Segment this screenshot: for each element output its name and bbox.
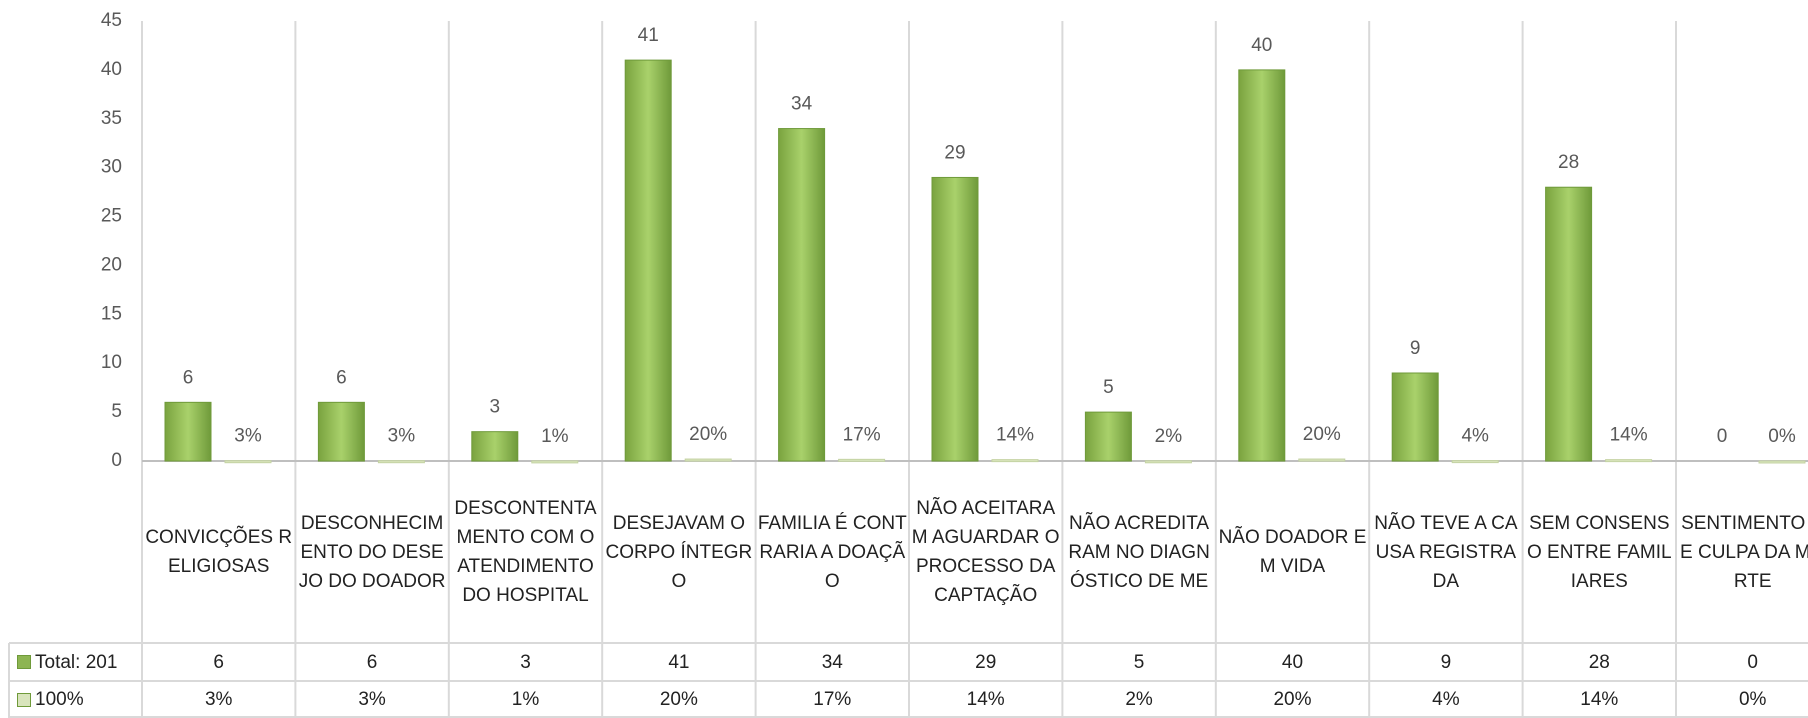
y-tick-label: 30	[101, 157, 122, 178]
category-label: NÃO DOADOR EM VIDA	[1218, 527, 1367, 577]
table-value: 41	[668, 651, 690, 673]
bar	[931, 176, 979, 462]
data-label: 2%	[1155, 426, 1183, 447]
table-value: 4%	[1432, 689, 1460, 710]
bar	[838, 458, 886, 462]
y-tick-label: 5	[111, 401, 122, 422]
y-tick-label: 15	[101, 303, 122, 324]
bar	[684, 458, 732, 462]
table-value: 40	[1281, 651, 1304, 673]
bar	[1144, 460, 1192, 464]
data-label: 9	[1410, 338, 1421, 359]
data-label: 20%	[689, 424, 727, 445]
bar	[317, 401, 365, 462]
data-label: 3%	[388, 426, 416, 447]
table-value: 3%	[358, 689, 386, 710]
bar	[624, 59, 672, 462]
legend-entry: Total: 201	[9, 643, 142, 681]
bar	[1238, 69, 1286, 462]
legend-key	[17, 692, 31, 707]
data-label: 0%	[1768, 426, 1796, 447]
table-value: 20%	[659, 689, 698, 710]
data-label: 3	[490, 397, 501, 418]
category-label: NÃO ACEITARAM AGUARDAR O PROCESSO DA CAP…	[911, 498, 1060, 606]
data-label: 6	[336, 367, 347, 388]
table-value: 0	[1747, 651, 1758, 673]
y-tick-label: 10	[101, 352, 122, 373]
data-label: 14%	[1610, 425, 1648, 446]
data-label: 6	[183, 367, 194, 388]
bar	[1391, 372, 1439, 462]
table-value: 2%	[1125, 689, 1153, 710]
table-value: 29	[975, 651, 997, 673]
y-tick-label: 20	[101, 254, 122, 275]
bar	[1758, 460, 1806, 464]
data-label: 20%	[1303, 424, 1341, 445]
category-label: CONVICÇÕES RELIGIOSAS	[145, 527, 293, 577]
legend-label: Total: 201	[35, 651, 118, 673]
data-label: 5	[1103, 377, 1114, 398]
y-tick-label: 45	[101, 10, 122, 31]
data-label: 41	[638, 25, 659, 46]
bar	[471, 431, 519, 462]
category-label: FAMILIA É CONTRARIA A DOAÇÃO	[757, 512, 907, 592]
table-value: 17%	[813, 689, 852, 710]
table-value: 9	[1440, 651, 1452, 673]
data-label: 1%	[541, 426, 569, 447]
y-tick-label: 35	[101, 108, 122, 129]
table-value: 0%	[1738, 689, 1767, 710]
data-label: 29	[944, 142, 965, 163]
table-value: 3%	[204, 689, 233, 710]
category-label: SEM CONSENSO ENTRE FAMILIARES	[1526, 512, 1672, 592]
legend-label: 100%	[35, 689, 84, 710]
table-value: 5	[1133, 651, 1145, 673]
category-label: DESCONTENTAMENTO COM O ATENDIMENTO DO HO…	[454, 498, 597, 606]
bar	[1545, 186, 1593, 462]
data-label: 34	[791, 94, 813, 115]
legend-entry: 100%	[9, 681, 142, 718]
bar	[1298, 458, 1346, 462]
table-value: 34	[821, 651, 843, 673]
bar	[164, 401, 212, 462]
bar	[991, 459, 1039, 463]
data-label: 28	[1558, 152, 1579, 173]
y-tick-label: 25	[101, 206, 122, 227]
table-value: 6	[213, 651, 224, 673]
table-value: 28	[1588, 651, 1610, 673]
category-label: NÃO ACREDITARAM NO DIAGNÓSTICO DE ME	[1068, 512, 1210, 592]
table-value: 20%	[1273, 689, 1312, 710]
data-label: 40	[1251, 35, 1272, 56]
category-label: DESEJAVAM O CORPO ÍNTEGRO	[605, 512, 753, 592]
category-label: DESCONHECIMENTO DO DESEJO DO DOADOR	[298, 512, 446, 592]
table-value: 6	[366, 651, 378, 673]
bar	[224, 460, 272, 464]
data-label: 14%	[996, 425, 1034, 446]
bar	[1451, 460, 1499, 464]
table-value: 1%	[511, 689, 540, 710]
y-tick-label: 40	[101, 59, 122, 80]
bar	[778, 128, 826, 462]
bar	[531, 460, 579, 464]
legend-key	[17, 655, 31, 669]
data-label: 0	[1717, 426, 1728, 447]
category-label: NÃO TEVE A CAUSA REGISTRADA	[1374, 512, 1518, 592]
bar	[1084, 411, 1132, 462]
category-label: SENTIMENTO DE CULPA DA MORTE	[1680, 512, 1808, 592]
data-label: 4%	[1461, 426, 1489, 447]
table-value: 14%	[966, 689, 1005, 710]
bar	[377, 460, 425, 464]
data-label: 17%	[843, 424, 881, 445]
table-value: 3	[520, 651, 531, 673]
data-label: 3%	[234, 426, 262, 447]
bar	[1605, 459, 1653, 463]
table-value: 14%	[1580, 689, 1619, 710]
y-tick-label: 0	[111, 450, 122, 471]
